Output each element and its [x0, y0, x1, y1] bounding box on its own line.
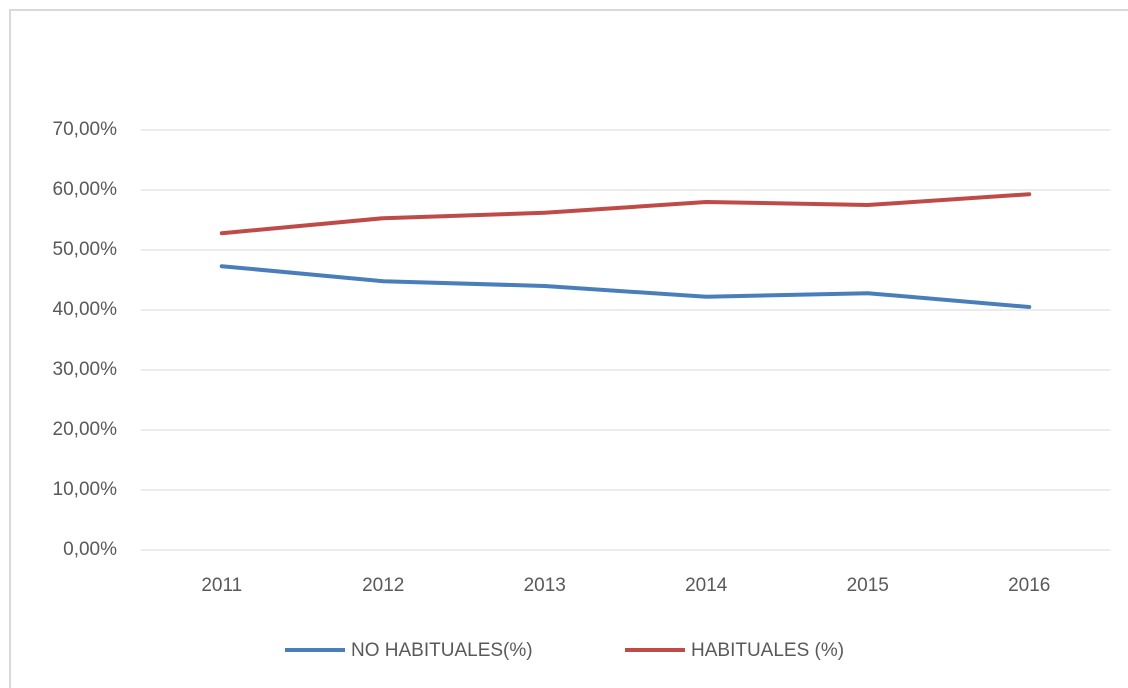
y-tick-label: 10,00%	[53, 479, 118, 500]
x-tick-label: 2015	[847, 575, 889, 596]
legend-label: NO HABITUALES(%)	[351, 640, 533, 661]
y-tick-label: 20,00%	[53, 419, 118, 440]
legend-label: HABITUALES (%)	[691, 640, 844, 661]
x-tick-label: 2011	[201, 575, 242, 596]
series-line	[219, 192, 1032, 236]
y-tick-label: 30,00%	[53, 359, 118, 380]
y-tick-label: 70,00%	[53, 119, 118, 140]
x-tick-label: 2013	[524, 575, 566, 596]
x-tick-label: 2014	[685, 575, 728, 596]
y-tick-label: 60,00%	[53, 179, 118, 200]
y-tick-label: 40,00%	[53, 299, 118, 320]
x-tick-label: 2016	[1008, 575, 1050, 596]
series-line	[219, 264, 1032, 309]
y-tick-label: 50,00%	[53, 239, 118, 260]
chart-frame	[9, 9, 1128, 688]
y-tick-label: 0,00%	[63, 539, 117, 560]
x-tick-label: 2012	[362, 575, 404, 596]
